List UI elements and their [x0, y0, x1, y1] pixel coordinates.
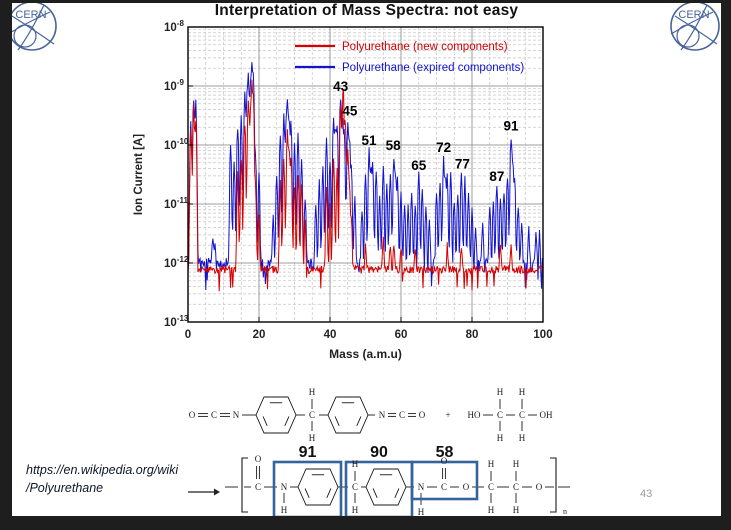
- frame-border-left: [0, 0, 12, 530]
- svg-text:40: 40: [324, 329, 337, 341]
- svg-text:O: O: [189, 410, 196, 420]
- wikipedia-link-line2[interactable]: /Polyurethane: [26, 481, 104, 495]
- svg-text:H: H: [513, 459, 520, 469]
- svg-text:10-13: 10-13: [164, 314, 189, 329]
- peak-label-77: 77: [455, 157, 470, 172]
- wikipedia-link[interactable]: https://en.wikipedia.org/wiki /Polyureth…: [26, 461, 178, 497]
- svg-text:10-12: 10-12: [164, 255, 189, 270]
- fragment-mass-label-90: 90: [370, 444, 388, 461]
- fragment-mass-label-58: 58: [436, 444, 454, 461]
- svg-text:OH: OH: [540, 410, 553, 420]
- peak-label-65: 65: [411, 158, 427, 173]
- legend-label-1: Polyurethane (expired components): [342, 62, 524, 74]
- svg-text:100: 100: [533, 329, 552, 341]
- x-axis-label: Mass (a.m.u): [329, 347, 402, 361]
- svg-text:H: H: [309, 433, 316, 443]
- svg-text:C: C: [519, 410, 525, 420]
- svg-text:C: C: [399, 410, 405, 420]
- svg-text:O: O: [536, 482, 543, 492]
- wikipedia-link-line1[interactable]: https://en.wikipedia.org/wiki: [26, 463, 179, 477]
- svg-text:HO: HO: [468, 410, 481, 420]
- svg-text:C: C: [488, 482, 494, 492]
- page-number: 43: [640, 488, 653, 500]
- legend-label-0: Polyurethane (new components): [342, 41, 508, 53]
- svg-text:O: O: [255, 454, 262, 464]
- svg-text:10-10: 10-10: [164, 137, 189, 152]
- svg-text:H: H: [352, 505, 359, 515]
- svg-text:N: N: [418, 482, 425, 492]
- svg-text:H: H: [488, 505, 495, 515]
- svg-text:10-11: 10-11: [164, 196, 188, 211]
- svg-text:H: H: [352, 459, 359, 469]
- svg-text:10-8: 10-8: [164, 19, 184, 34]
- svg-text:N: N: [233, 410, 240, 420]
- peak-label-72: 72: [436, 140, 451, 155]
- svg-text:H: H: [497, 433, 504, 443]
- svg-text:C: C: [309, 410, 315, 420]
- svg-text:H: H: [519, 433, 526, 443]
- svg-text:60: 60: [395, 329, 408, 341]
- peak-label-91: 91: [504, 119, 520, 134]
- slide-title: Interpretation of Mass Spectra: not easy: [214, 2, 519, 19]
- frame-border-top: [0, 0, 731, 3]
- peak-label-58: 58: [386, 138, 402, 153]
- svg-text:H: H: [418, 507, 425, 517]
- svg-text:H: H: [519, 387, 526, 397]
- frame-border-bottom: [0, 516, 731, 530]
- svg-text:H: H: [309, 387, 316, 397]
- fragment-box-58: [410, 460, 479, 501]
- svg-text:O: O: [441, 456, 448, 466]
- cern-logo-left-icon: CERN: [7, 1, 57, 51]
- svg-text:+: +: [445, 410, 450, 420]
- cern-logo-right-text: CERN: [678, 9, 709, 21]
- svg-text:C: C: [211, 410, 217, 420]
- peak-label-45: 45: [342, 104, 358, 119]
- svg-text:10-9: 10-9: [164, 78, 184, 93]
- svg-text:20: 20: [253, 329, 266, 341]
- frame-border-right: [721, 0, 731, 530]
- y-axis-label: Ion Current [A]: [133, 134, 145, 215]
- svg-text:H: H: [497, 387, 504, 397]
- svg-text:C: C: [441, 482, 447, 492]
- peak-label-51: 51: [362, 133, 378, 148]
- fragment-mass-label-91: 91: [299, 444, 317, 461]
- cern-logo-left-text: CERN: [15, 9, 46, 21]
- svg-text:0: 0: [185, 329, 191, 341]
- svg-text:C: C: [513, 482, 519, 492]
- svg-text:H: H: [281, 505, 288, 515]
- svg-text:H: H: [488, 459, 495, 469]
- peak-label-87: 87: [489, 169, 504, 184]
- arrow-right-icon: [214, 488, 220, 496]
- mass-spectrum-chart: 0 20 40 60 80 100 10-8 10-9 10-10 10-11 10-12 10-13…: [133, 19, 553, 361]
- svg-text:H: H: [513, 505, 520, 515]
- svg-text:C: C: [497, 410, 503, 420]
- svg-text:C: C: [352, 482, 358, 492]
- svg-text:O: O: [463, 482, 470, 492]
- cern-logo-right-icon: CERN: [670, 1, 720, 51]
- series-new-components-line: [187, 79, 544, 292]
- svg-text:O: O: [419, 410, 426, 420]
- svg-text:n: n: [563, 507, 567, 516]
- peak-label-43: 43: [333, 79, 349, 94]
- svg-text:N: N: [281, 482, 288, 492]
- svg-text:80: 80: [466, 329, 479, 341]
- svg-text:N: N: [379, 410, 386, 420]
- svg-text:C: C: [255, 482, 261, 492]
